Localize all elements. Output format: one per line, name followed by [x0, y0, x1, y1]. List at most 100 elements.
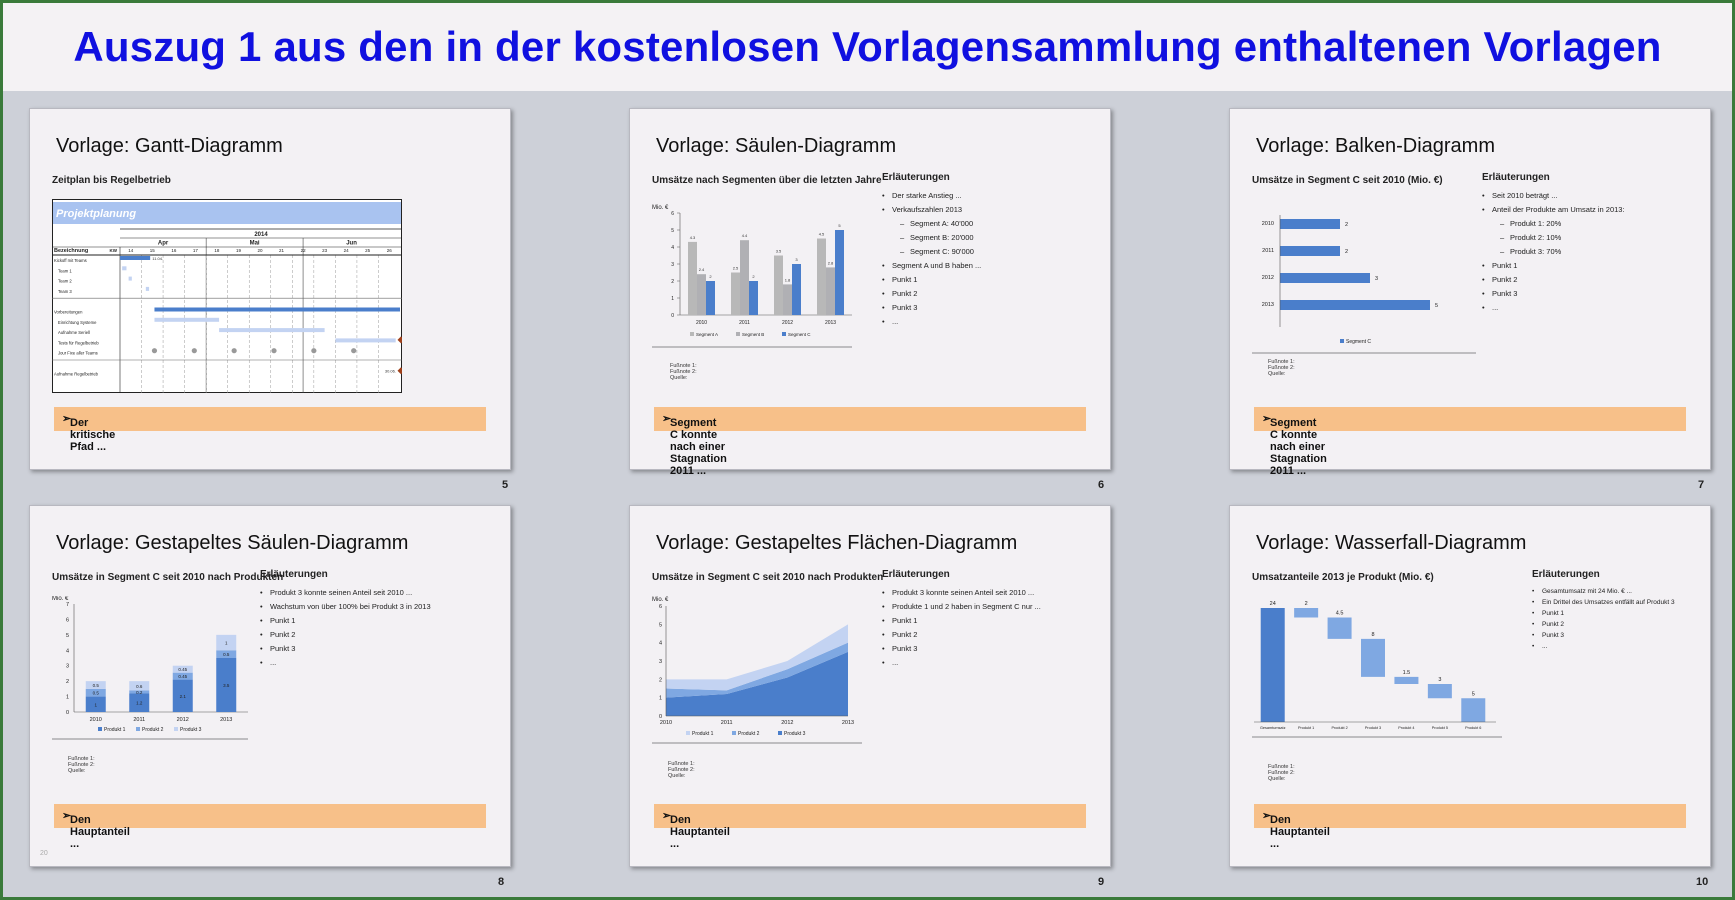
gantt-month: Apr — [158, 241, 169, 247]
note-subitem: Segment A: 40'000 — [882, 217, 981, 231]
y-tick-label: 1 — [671, 296, 674, 302]
y-tick-label: 2010 — [1262, 221, 1274, 227]
stacked-bar-segment — [85, 688, 106, 697]
gantt-border — [52, 199, 402, 393]
slide-saeulen[interactable]: Vorlage: Säulen-Diagramm Umsätze nach Se… — [629, 108, 1111, 491]
gantt-bar — [335, 338, 396, 343]
notes-panel: Erläuterungen Produkt 3 konnte seinen An… — [882, 568, 1041, 670]
stacked-bar-segment — [216, 634, 237, 651]
notes-title: Erläuterungen — [882, 172, 950, 183]
stacked-column-chart: Mio. € 0 1 2 3 4 5 6 7 1 0.5 0.5 2010 1.2 0.2 0.6 2011 2.… — [52, 596, 252, 756]
data-label: 4.4 — [742, 233, 748, 238]
x-tick-label: 2010 — [90, 717, 102, 723]
x-tick-label: Produkt 4 — [1398, 726, 1414, 730]
gantt-week: 20 — [257, 248, 263, 253]
waterfall-bar — [1294, 608, 1319, 618]
column-chart: Mio. € 0 1 2 3 4 5 6 4.3 2.4 2 2010 2.5 4.4 2 2011 3.5 1.… — [652, 203, 872, 373]
stacked-area-chart-svg: Mio. € 0 1 2 3 4 5 6 2010 2011 2012 2013 Produkt 1 Pr… — [652, 597, 862, 744]
footnote-line: Quelle: — [670, 375, 688, 381]
page-number: 5 — [502, 479, 509, 491]
legend-swatch — [98, 727, 102, 731]
notes-panel: Erläuterungen Der starke Anstieg ...Verk… — [882, 171, 981, 329]
gantt-bar — [128, 276, 132, 281]
corner-mark: 20 — [40, 850, 48, 857]
gantt-col-label: Bezeichnung — [54, 248, 88, 254]
note-subitem: Segment C: 90'000 — [882, 245, 981, 259]
area-series — [666, 651, 848, 716]
legend-swatch — [686, 731, 690, 735]
gantt-week: 24 — [344, 248, 350, 253]
y-tick-label: 2013 — [1262, 302, 1274, 308]
y-tick-label: 6 — [671, 211, 674, 217]
note-item: Verkaufszahlen 2013 — [882, 203, 981, 217]
y-tick-label: 3 — [671, 262, 674, 268]
slide-title: Vorlage: Gestapeltes Flächen-Diagramm — [656, 532, 1018, 554]
legend-label: Segment C — [1346, 339, 1371, 345]
y-axis-label: Mio. € — [652, 597, 669, 603]
x-tick-label: 2012 — [177, 717, 189, 723]
x-tick-label: 2011 — [133, 717, 145, 723]
data-label: 2 — [752, 274, 755, 279]
data-label: 0.5 — [223, 652, 230, 657]
gantt-row-label: Vorbereitungen — [54, 310, 83, 315]
notes-panel: Erläuterungen Gesamtumsatz mit 24 Mio. €… — [1532, 568, 1675, 652]
gantt-milestone — [351, 348, 357, 354]
gantt-milestone — [191, 348, 197, 354]
column-bar — [731, 272, 740, 315]
column-bar — [783, 284, 792, 315]
y-tick-label: 2012 — [1262, 275, 1274, 281]
note-item: Anteil der Produkte am Umsatz in 2013: — [1482, 203, 1625, 217]
x-tick-label: 2012 — [782, 320, 793, 326]
y-tick-label: 2 — [671, 279, 674, 285]
x-tick-label: Produkt 1 — [1298, 726, 1314, 730]
y-tick-label: 3 — [659, 659, 662, 665]
data-label: 3 — [795, 257, 798, 262]
column-bar — [835, 230, 844, 315]
gantt-year: 2014 — [254, 232, 268, 238]
footnote-line: Fußnote 2: — [1268, 770, 1295, 776]
footnote-line: Fußnote 1: — [1268, 764, 1295, 770]
notes-title: Erläuterungen — [1482, 172, 1550, 183]
stacked-bar-segment — [85, 681, 106, 689]
data-label: 3 — [1375, 276, 1378, 282]
callout-text: ➢ Den Hauptanteil ... — [662, 810, 730, 850]
x-tick-label: 2010 — [660, 720, 672, 726]
note-item: Punkt 1 — [1532, 608, 1675, 619]
slide-title: Vorlage: Säulen-Diagramm — [656, 135, 897, 157]
slide-wasserfall[interactable]: Vorlage: Wasserfall-Diagramm Umsatzantei… — [1229, 505, 1711, 888]
stacked-area-chart: Mio. € 0 1 2 3 4 5 6 2010 2011 2012 2013 Produkt 1 Pr… — [652, 596, 862, 756]
gantt-row-label: Einrichtung Systeme — [58, 320, 97, 325]
y-axis-label: Mio. € — [52, 596, 69, 602]
x-tick-label: 2013 — [825, 320, 836, 326]
data-label: 5 — [1472, 691, 1475, 697]
data-label: 5 — [838, 223, 841, 228]
note-item: Punkt 2 — [1482, 273, 1625, 287]
area-series — [666, 642, 848, 698]
footnote-line: Quelle: — [1268, 371, 1286, 377]
legend-label: Segment C — [788, 332, 811, 337]
gantt-week: 14 — [128, 248, 134, 253]
slide-gantt[interactable]: Vorlage: Gantt-Diagramm Zeitplan bis Reg… — [29, 108, 511, 491]
legend-label: Produkt 2 — [738, 731, 760, 737]
bar — [1280, 300, 1430, 310]
stacked-bar-segment — [129, 681, 150, 691]
slide-gestapeltes-saeulen[interactable]: Vorlage: Gestapeltes Säulen-Diagramm Ums… — [29, 505, 511, 888]
data-label: 3 — [1438, 677, 1441, 683]
note-item: Punkt 2 — [260, 628, 431, 642]
gantt-week: 26 — [387, 248, 393, 253]
data-label: 1.5 — [1403, 670, 1411, 676]
waterfall-chart-svg: 24 Gesamtumsatz 2 Produkt 1 4.5 Produkt 2 8 Pro… — [1252, 601, 1502, 738]
slide-balken[interactable]: Vorlage: Balken-Diagramm Umsätze in Segm… — [1229, 108, 1711, 491]
gantt-row-label: Jour Fixe aller Teams — [58, 351, 98, 356]
data-label: 2.4 — [699, 267, 705, 272]
legend-label: Produkt 3 — [784, 731, 806, 737]
column-bar — [749, 281, 758, 315]
notes-title: Erläuterungen — [260, 569, 328, 580]
waterfall-bar — [1327, 617, 1352, 639]
x-tick-label: Gesamtumsatz — [1260, 726, 1286, 730]
stacked-bar-segment — [129, 693, 150, 712]
y-tick-label: 1 — [659, 696, 662, 702]
page-number: 6 — [1098, 479, 1105, 491]
slide-gestapeltes-flaechen[interactable]: Vorlage: Gestapeltes Flächen-Diagramm Um… — [629, 505, 1111, 888]
footnote-line: Fußnote 1: — [670, 363, 697, 369]
